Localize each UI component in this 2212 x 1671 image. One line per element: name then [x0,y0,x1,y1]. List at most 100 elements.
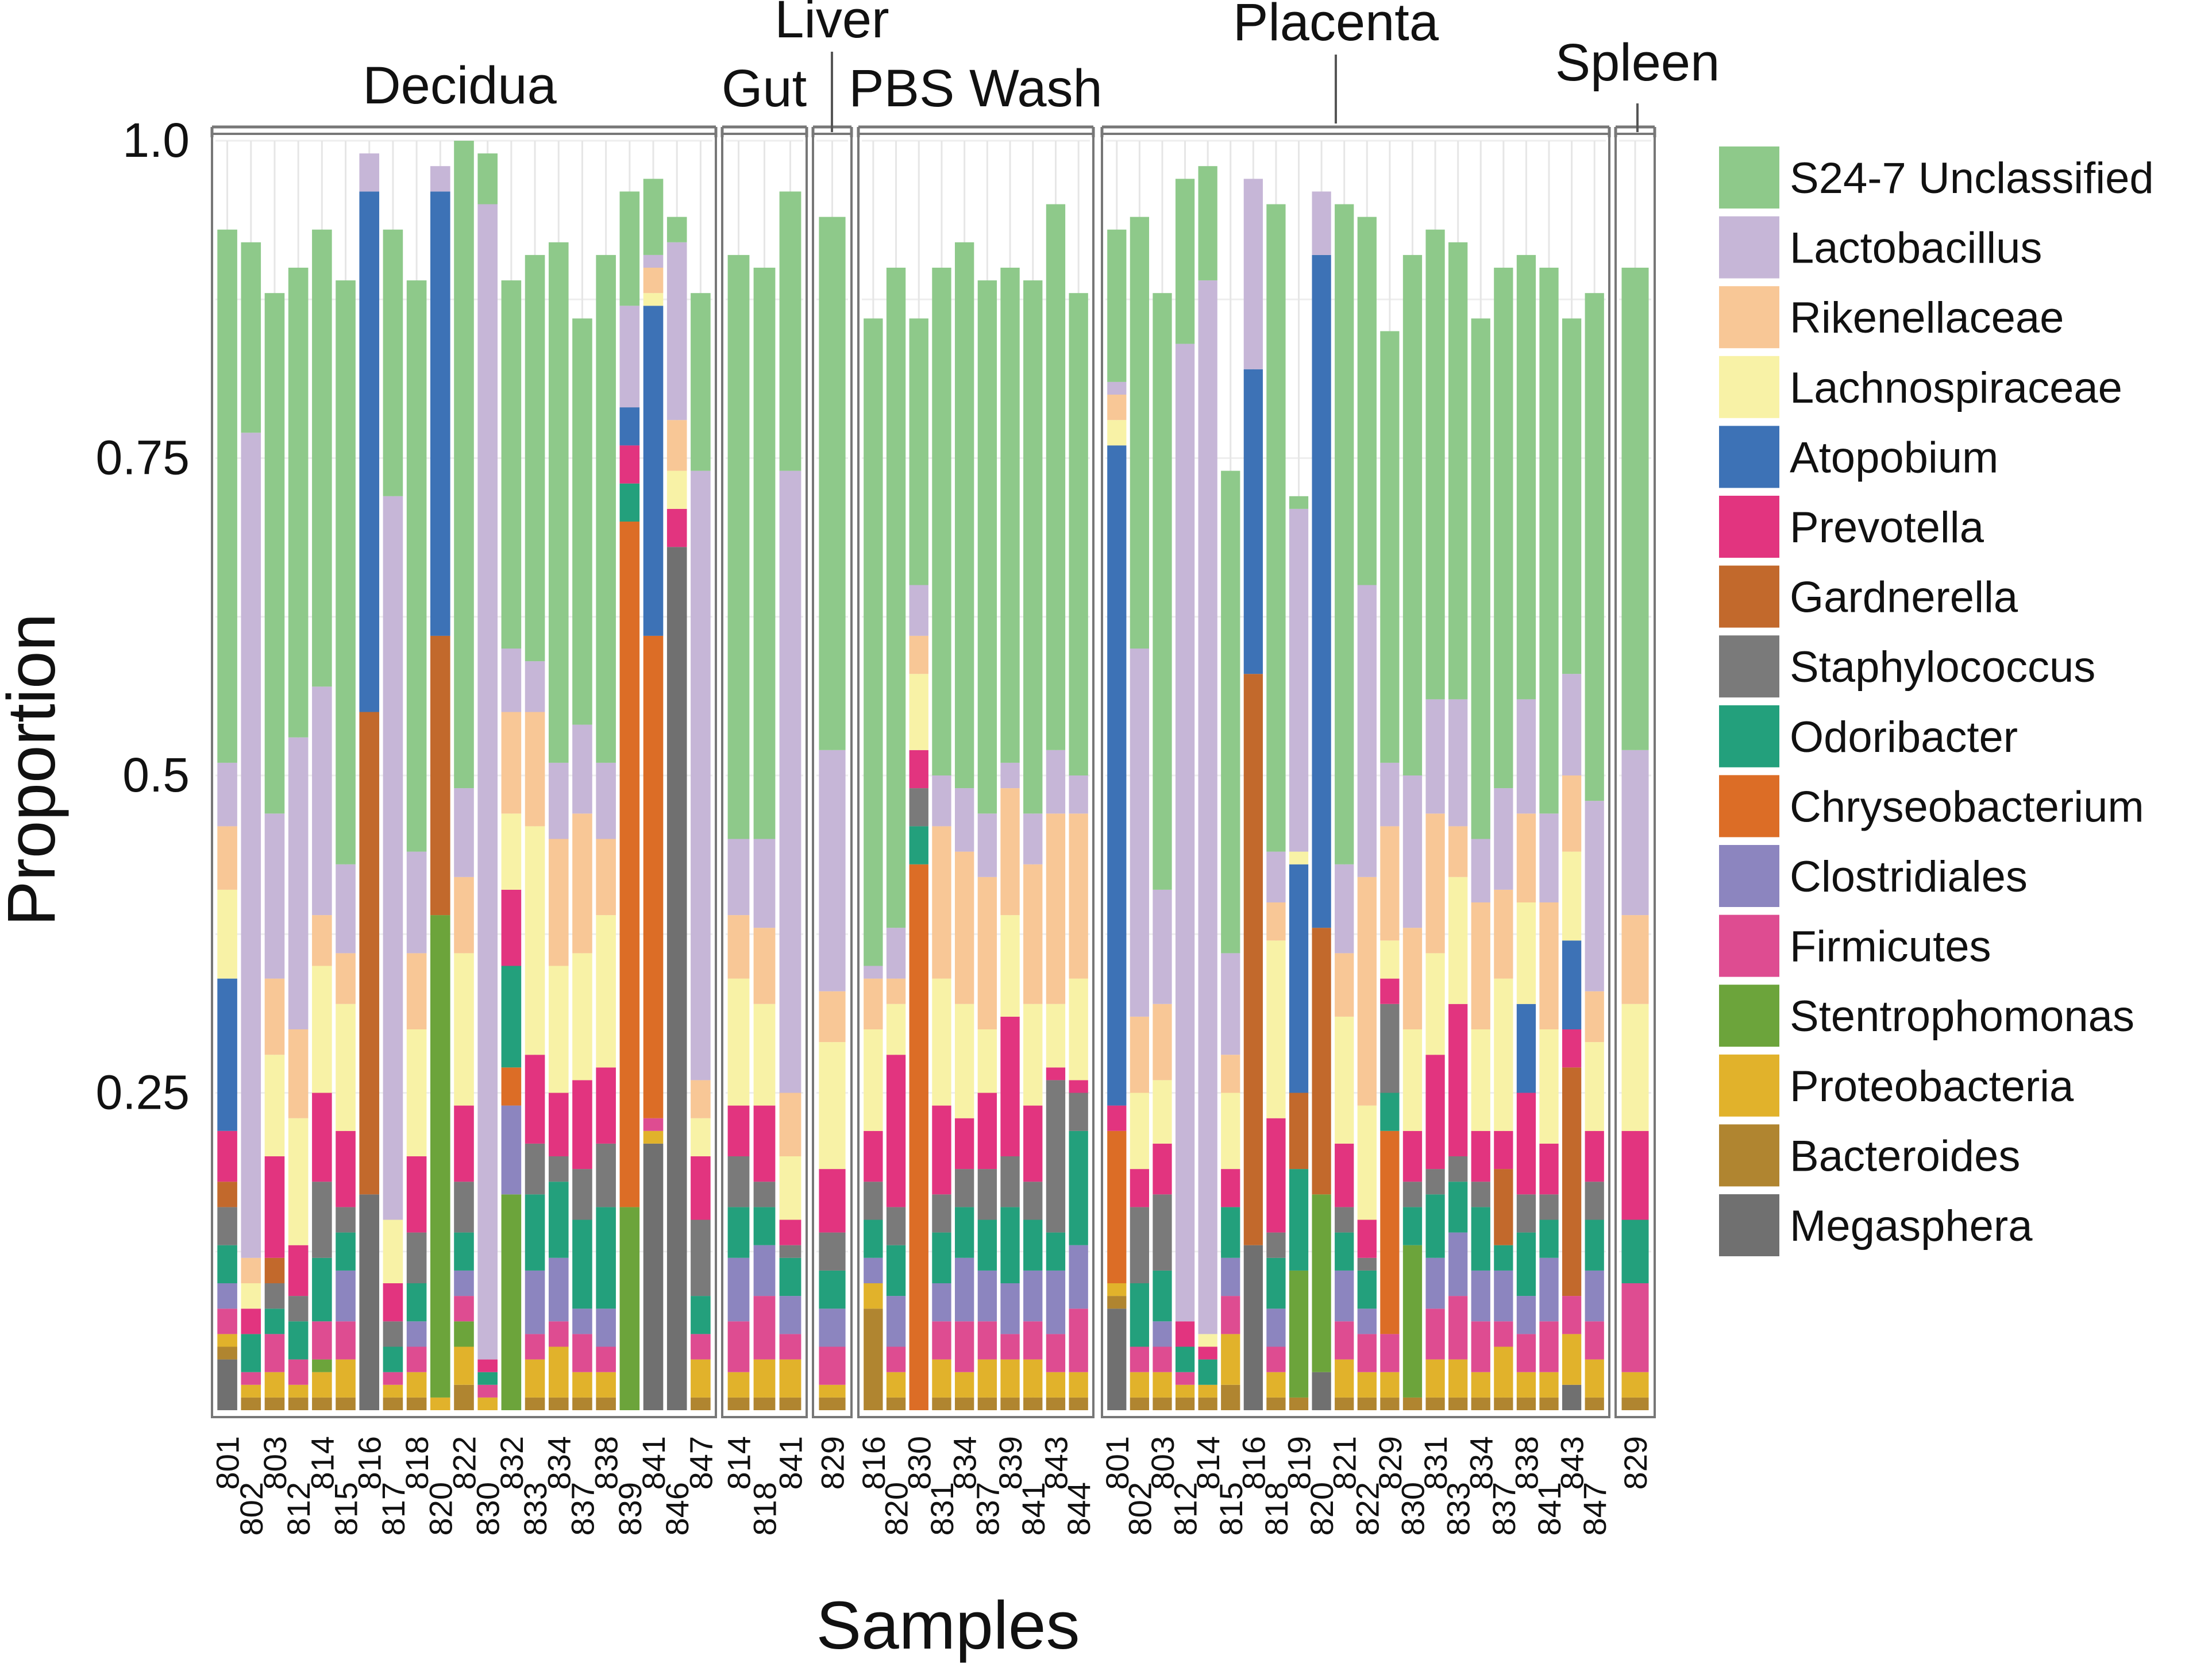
bar-segment-decidua-834-clostridiales [548,1257,569,1322]
bar-segment-decidua-822-rikenellaceae [454,877,474,954]
bar-segment-placenta-834-lactobacillus [1471,839,1490,902]
bar-segment-decidua-814-firmicutes [312,1321,332,1360]
bar-segment-placenta-814-lactobacillus [1198,280,1217,1334]
bar-segment-placenta-838-clostridiales [1516,1296,1536,1334]
bar-segment-decidua-815-prevotella [336,1130,356,1207]
bar-segment-placenta-815-lactobacillus [1221,953,1240,1055]
bar-segment-decidua-818-lactobacillus [406,851,427,954]
legend-label-staphylococcus: Staphylococcus [1790,643,2095,692]
bar-segment-decidua-817-proteobacteria [383,1384,403,1398]
bar-segment-decidua-803-rikenellaceae [264,978,285,1055]
bar-segment-decidua-841-lactobacillus [643,254,664,268]
y-tick-label-1-0: 1.0 [122,113,190,167]
bar-segment-placenta-803-s24-7-unclassified [1153,293,1172,890]
bar-segment-placenta-814-lachnospiraceae [1198,1334,1217,1347]
bar-segment-gut-818-lachnospiraceae [753,1004,776,1106]
bar-segment-placenta-822-bacteroides [1357,1397,1377,1410]
bar-segment-decidua-815-staphylococcus [336,1207,356,1233]
bar-segment-decidua-847-bacteroides [691,1397,711,1410]
bar-segment-pbs-wash-841-clostridiales [1023,1270,1043,1322]
bar-segment-placenta-847-staphylococcus [1585,1182,1604,1220]
bar-segment-decidua-820-gardnerella [430,635,450,916]
bar-segment-pbs-wash-843-lactobacillus [1046,750,1066,814]
bar-segment-decidua-837-s24-7-unclassified [572,318,592,725]
bar-segment-pbs-wash-844-s24-7-unclassified [1069,293,1088,775]
panel-label-pbs-wash: PBS Wash [849,59,1102,118]
bar-segment-pbs-wash-816-s24-7-unclassified [864,318,883,966]
bar-segment-placenta-843-proteobacteria [1562,1334,1582,1385]
bar-segment-decidua-847-lactobacillus [691,470,711,1080]
bar-segment-liver-829-proteobacteria [819,1384,846,1398]
bar-segment-pbs-wash-834-rikenellaceae [954,851,974,1004]
bar-segment-decidua-818-staphylococcus [406,1232,427,1283]
bar-segment-pbs-wash-820-bacteroides [886,1397,906,1410]
bar-segment-placenta-847-odoribacter [1585,1220,1604,1271]
panel-label-placenta: Placenta [1233,0,1439,52]
bar-segment-spleen-829-bacteroides [1621,1397,1649,1410]
bar-segment-decidua-801-s24-7-unclassified [217,229,237,763]
bar-segment-decidua-841-s24-7-unclassified [643,179,664,255]
bar-segment-pbs-wash-830-chryseobacterium [909,864,928,1410]
bar-segment-decidua-834-lachnospiraceae [548,966,569,1093]
bar-segment-decidua-818-prevotella [406,1156,427,1233]
bar-segment-decidua-802-firmicutes [241,1372,261,1385]
bar-segment-placenta-834-rikenellaceae [1471,902,1490,1029]
bar-segment-placenta-841-rikenellaceae [1539,902,1559,1029]
bar-segment-decidua-818-lachnospiraceae [406,1029,427,1156]
x-tick-label-placenta-815: 815 [1213,1482,1249,1535]
bar-segment-spleen-829-firmicutes [1621,1283,1649,1372]
bar-segment-decidua-833-proteobacteria [525,1359,545,1398]
bar-segment-pbs-wash-841-s24-7-unclassified [1023,280,1043,814]
x-tick-label-placenta-819: 819 [1281,1436,1317,1489]
panel-label-spleen: Spleen [1555,33,1720,92]
bar-segment-decidua-834-odoribacter [548,1182,569,1258]
bar-segment-decidua-803-proteobacteria [264,1372,285,1398]
legend-swatch-chryseobacterium [1719,775,1779,838]
bar-segment-placenta-812-prevotella [1175,1321,1195,1347]
bar-segment-placenta-803-lachnospiraceae [1153,1080,1172,1144]
bar-segment-placenta-830-s24-7-unclassified [1402,254,1423,775]
bar-segment-placenta-830-odoribacter [1402,1207,1423,1245]
bar-segment-placenta-843-firmicutes [1562,1296,1582,1334]
bar-segment-pbs-wash-816-odoribacter [864,1220,883,1258]
bar-segment-placenta-818-clostridiales [1266,1309,1286,1347]
legend-swatch-staphylococcus [1719,635,1779,698]
bar-segment-placenta-801-megasphera [1107,1309,1127,1410]
bar-segment-pbs-wash-831-s24-7-unclassified [932,268,951,775]
bar-segment-gut-841-rikenellaceae [779,1093,801,1156]
bar-segment-gut-841-clostridiales [779,1296,801,1334]
legend-swatch-lachnospiraceae [1719,356,1779,418]
bar-segment-placenta-815-rikenellaceae [1221,1055,1240,1093]
bar-segment-gut-814-rikenellaceae [727,915,750,979]
bar-segment-decidua-803-lachnospiraceae [264,1055,285,1156]
bar-segment-decidua-839-s24-7-unclassified [619,191,640,306]
bar-segment-placenta-834-clostridiales [1471,1270,1490,1322]
bar-segment-decidua-818-bacteroides [406,1397,427,1410]
bar-segment-pbs-wash-839-firmicutes [1000,1334,1020,1360]
panel-pbs-wash [857,133,1095,1418]
bar-segment-decidua-802-prevotella [241,1309,261,1334]
bar-segment-pbs-wash-844-clostridiales [1069,1245,1088,1309]
bar-segment-placenta-833-prevotella [1448,1004,1468,1156]
bar-segment-placenta-812-lactobacillus [1175,344,1195,1322]
legend-label-lachnospiraceae: Lachnospiraceae [1790,364,2122,412]
bar-segment-decidua-801-lachnospiraceae [217,889,237,979]
bar-segment-gut-818-rikenellaceae [753,928,776,1004]
bar-segment-pbs-wash-844-lactobacillus [1069,775,1088,814]
bar-segment-placenta-818-prevotella [1266,1118,1286,1233]
bar-segment-decidua-803-gardnerella [264,1257,285,1283]
bar-segment-placenta-803-clostridiales [1153,1321,1172,1347]
y-tick-label-0-25: 0.25 [96,1066,190,1120]
y-tick-label-0-75: 0.75 [96,431,190,485]
bar-segment-decidua-818-proteobacteria [406,1372,427,1398]
bar-segment-decidua-814-lactobacillus [312,686,332,916]
bar-segment-placenta-834-prevotella [1471,1130,1490,1182]
bar-segment-placenta-837-gardnerella [1494,1169,1513,1245]
bar-segment-placenta-831-rikenellaceae [1425,813,1445,954]
bar-segment-placenta-847-bacteroides [1585,1397,1604,1410]
bar-segment-pbs-wash-830-odoribacter [909,826,928,865]
bar-segment-placenta-837-s24-7-unclassified [1494,268,1513,789]
bar-segment-pbs-wash-844-prevotella [1069,1080,1088,1093]
bar-segment-pbs-wash-820-lachnospiraceae [886,1004,906,1055]
bar-segment-pbs-wash-839-proteobacteria [1000,1359,1020,1398]
